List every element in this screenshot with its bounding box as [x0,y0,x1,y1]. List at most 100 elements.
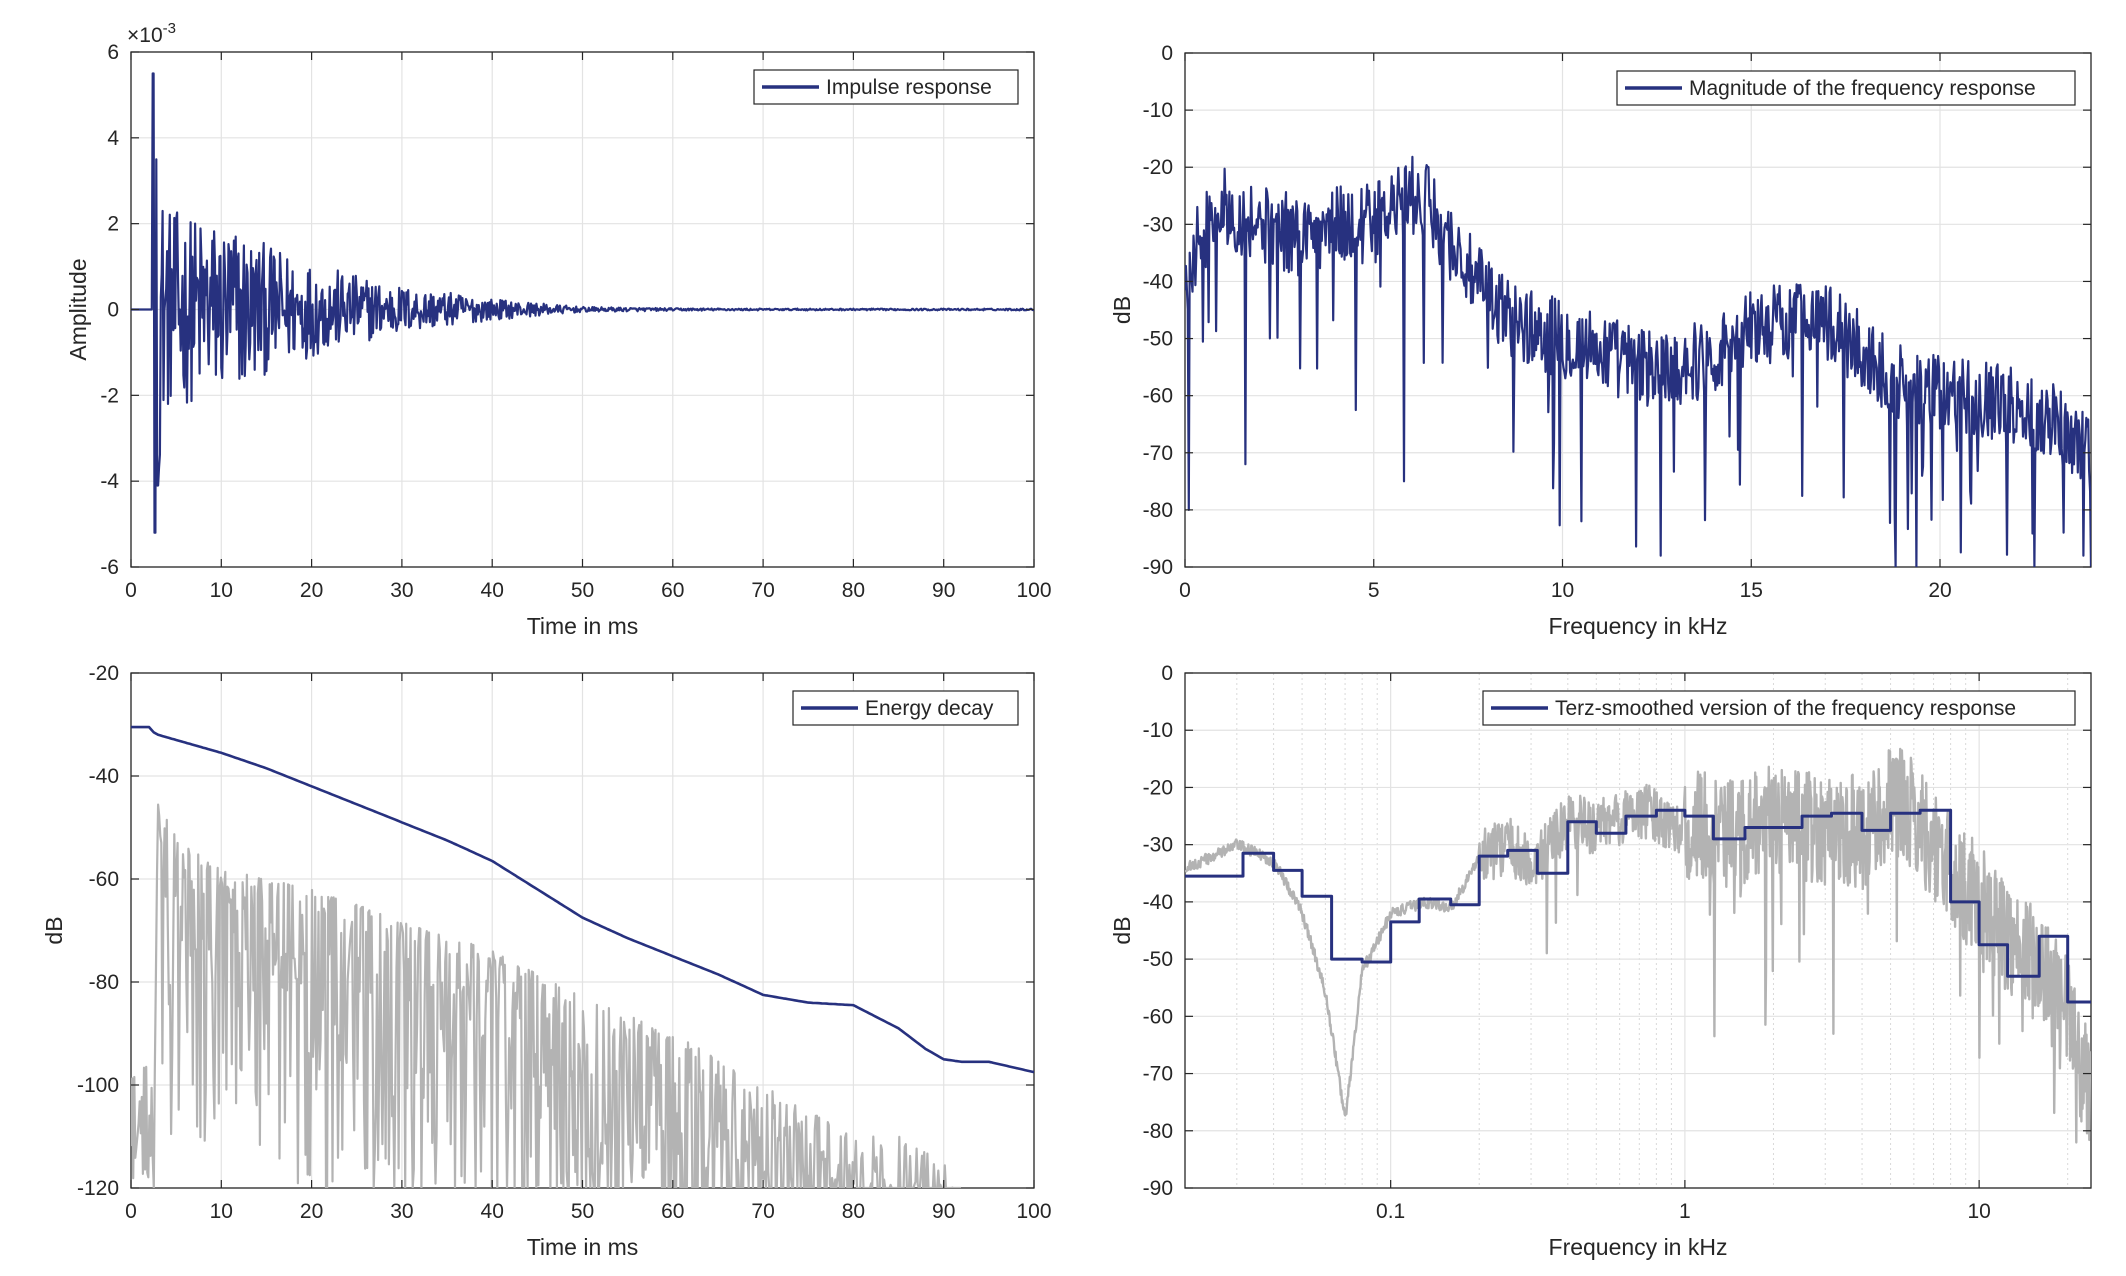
magnitude-axes-box [1184,52,2092,568]
x-tick-label: 0.1 [1376,1200,1405,1223]
energy-decay-panel: 0 10 20 30 40 50 60 70 80 90 100 -20 -40 -60 -80 -100 -1… [41,662,1052,1260]
energy-legend: Energy decay [792,690,1019,726]
y-tick-label: -90 [1143,1177,1173,1200]
legend-label: Terz-smoothed version of the frequency r… [1555,697,2016,720]
y-tick-label: 2 [107,213,119,236]
y-tick-label: -70 [1143,1063,1173,1086]
y-tick-label: -60 [1143,385,1173,408]
x-tick-label: 100 [1016,579,1051,602]
y-tick-label: -10 [1143,719,1173,742]
terz-ticks: 0.1 1 10 0 -10 -20 -30 -40 -50 -60 -70 -80 -90 [1143,662,2091,1223]
y-tick-label: -60 [89,868,119,891]
y-tick-label: -50 [1143,328,1173,351]
y-tick-label: -100 [77,1074,119,1097]
terz-ylabel: dB [1109,916,1135,944]
x-tick-label: 60 [661,579,684,602]
y-tick-label: 0 [107,299,119,322]
x-tick-label: 50 [571,579,594,602]
x-tick-label: 10 [210,1200,233,1223]
y-tick-label: -120 [77,1177,119,1200]
terz-axes-box [1184,672,2092,1189]
y-tick-label: -90 [1143,556,1173,579]
magnitude-ticks: 0 5 10 15 20 0 -10 -20 -30 -40 -50 -60 -70 -80 -90 [1143,42,2091,602]
x-tick-label: 60 [661,1200,684,1223]
x-tick-label: 0 [125,579,137,602]
x-tick-label: 1 [1679,1200,1691,1223]
legend-label: Impulse response [826,76,992,99]
y-tick-label: -4 [100,470,119,493]
magnitude-legend: Magnitude of the frequency response [1616,70,2076,106]
energy-ticks: 0 10 20 30 40 50 60 70 80 90 100 -20 -40 -60 -80 -100 -1… [77,662,1052,1223]
y-tick-label: -40 [1143,270,1173,293]
impulse-series-layer [131,72,1034,534]
y-tick-label: -40 [89,765,119,788]
y-tick-label: -60 [1143,1005,1173,1028]
terz-smoothed-line [1185,808,2091,1004]
y-tick-label: -30 [1143,834,1173,857]
terz-smoothed-panel: 0.1 1 10 0 -10 -20 -30 -40 -50 -60 -70 -80 -90 Frequ… [1109,662,2092,1260]
x-tick-label: 20 [300,579,323,602]
legend-box [1616,70,2076,106]
exponent-power: -3 [163,20,176,37]
impulse-response-line [131,72,1034,534]
terz-series-layer [1185,747,2091,1144]
magnitude-response-panel: 0 5 10 15 20 0 -10 -20 -30 -40 -50 -60 -70 -80 -90 Fre… [1109,42,2092,639]
x-tick-label: 20 [300,1200,323,1223]
x-tick-label: 80 [842,1200,865,1223]
y-tick-label: -10 [1143,99,1173,122]
x-tick-label: 90 [932,579,955,602]
magnitude-response-line [1185,155,2091,567]
y-tick-label: -80 [1143,499,1173,522]
y-tick-label: -70 [1143,442,1173,465]
terz-xlabel: Frequency in kHz [1549,1234,1728,1260]
y-tick-label: -50 [1143,948,1173,971]
x-tick-label: 10 [1551,579,1574,602]
magnitude-ylabel: dB [1109,296,1135,324]
x-tick-label: 40 [481,579,504,602]
exponent-base: ×10 [127,24,163,47]
x-tick-label: 100 [1016,1200,1051,1223]
x-tick-label: 0 [125,1200,137,1223]
squared-impulse-line [131,803,962,1188]
legend-label: Energy decay [865,697,994,720]
energy-xlabel: Time in ms [527,1234,639,1260]
impulse-ylabel: Amplitude [65,258,91,360]
x-tick-label: 30 [390,579,413,602]
y-tick-label: -20 [1143,156,1173,179]
x-tick-label: 70 [751,1200,774,1223]
y-tick-label: -80 [1143,1120,1173,1143]
y-tick-label: 0 [1161,662,1173,685]
y-tick-label: -30 [1143,213,1173,236]
y-tick-label: -2 [100,384,119,407]
terz-legend: Terz-smoothed version of the frequency r… [1482,690,2076,726]
y-tick-label: -6 [100,556,119,579]
unsmoothed-response-line [1185,747,2091,1144]
y-tick-label: -40 [1143,891,1173,914]
impulse-xlabel: Time in ms [527,613,639,639]
x-tick-label: 40 [481,1200,504,1223]
x-tick-label: 30 [390,1200,413,1223]
energy-series-layer [131,725,1034,1188]
x-tick-label: 50 [571,1200,594,1223]
energy-decay-line [131,725,1034,1074]
legend-box [1482,690,2076,726]
impulse-exponent-label: ×10-3 [127,20,176,47]
x-tick-label: 70 [751,579,774,602]
legend-label: Magnitude of the frequency response [1689,77,2036,100]
x-tick-label: 10 [1967,1200,1990,1223]
y-tick-label: 0 [1161,42,1173,65]
x-tick-label: 90 [932,1200,955,1223]
y-tick-label: -20 [89,662,119,685]
y-tick-label: 6 [107,41,119,64]
x-tick-label: 20 [1928,579,1951,602]
x-tick-label: 10 [210,579,233,602]
impulse-response-panel: 0 10 20 30 40 50 60 70 80 90 100 -6 -4 -2 0 2 4 6 Time in… [65,20,1052,639]
magnitude-series-layer [1185,155,2091,567]
impulse-legend: Impulse response [753,69,1019,105]
magnitude-xlabel: Frequency in kHz [1549,613,1728,639]
x-tick-label: 80 [842,579,865,602]
x-tick-label: 15 [1740,579,1763,602]
y-tick-label: 4 [107,127,119,150]
energy-ylabel: dB [41,916,67,944]
